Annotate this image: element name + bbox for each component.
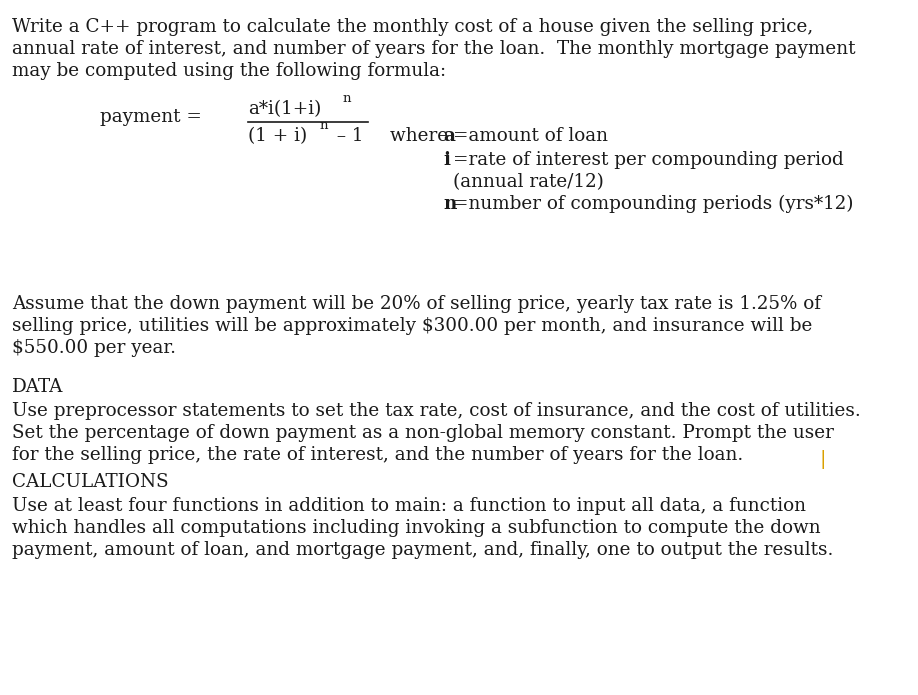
Text: (1 + i): (1 + i)	[248, 127, 308, 145]
Text: for the selling price, the rate of interest, and the number of years for the loa: for the selling price, the rate of inter…	[12, 446, 744, 464]
Text: where: where	[390, 127, 454, 145]
Text: i: i	[443, 151, 450, 169]
Text: may be computed using the following formula:: may be computed using the following form…	[12, 62, 446, 80]
Text: n: n	[443, 195, 456, 213]
Text: n: n	[320, 119, 329, 132]
Text: =amount of loan: =amount of loan	[453, 127, 608, 145]
Text: – 1: – 1	[331, 127, 364, 145]
Text: n: n	[343, 92, 352, 105]
Text: DATA: DATA	[12, 378, 63, 396]
Text: |: |	[820, 450, 826, 469]
Text: =number of compounding periods (yrs*12): =number of compounding periods (yrs*12)	[453, 195, 854, 213]
Text: Use at least four functions in addition to main: a function to input all data, a: Use at least four functions in addition …	[12, 497, 806, 515]
Text: Assume that the down payment will be 20% of selling price, yearly tax rate is 1.: Assume that the down payment will be 20%…	[12, 295, 821, 313]
Text: =rate of interest per compounding period: =rate of interest per compounding period	[453, 151, 844, 169]
Text: Use preprocessor statements to set the tax rate, cost of insurance, and the cost: Use preprocessor statements to set the t…	[12, 402, 861, 420]
Text: a*i(1+i): a*i(1+i)	[248, 100, 321, 118]
Text: Write a C++ program to calculate the monthly cost of a house given the selling p: Write a C++ program to calculate the mon…	[12, 18, 813, 36]
Text: annual rate of interest, and number of years for the loan.  The monthly mortgage: annual rate of interest, and number of y…	[12, 40, 856, 58]
Text: payment =: payment =	[100, 108, 207, 126]
Text: a: a	[443, 127, 455, 145]
Text: (annual rate/12): (annual rate/12)	[453, 173, 604, 191]
Text: selling price, utilities will be approximately $300.00 per month, and insurance : selling price, utilities will be approxi…	[12, 317, 812, 335]
Text: $550.00 per year.: $550.00 per year.	[12, 339, 176, 357]
Text: payment, amount of loan, and mortgage payment, and, finally, one to output the r: payment, amount of loan, and mortgage pa…	[12, 541, 834, 559]
Text: which handles all computations including invoking a subfunction to compute the d: which handles all computations including…	[12, 519, 821, 537]
Text: Set the percentage of down payment as a non-global memory constant. Prompt the u: Set the percentage of down payment as a …	[12, 424, 834, 442]
Text: CALCULATIONS: CALCULATIONS	[12, 473, 169, 491]
